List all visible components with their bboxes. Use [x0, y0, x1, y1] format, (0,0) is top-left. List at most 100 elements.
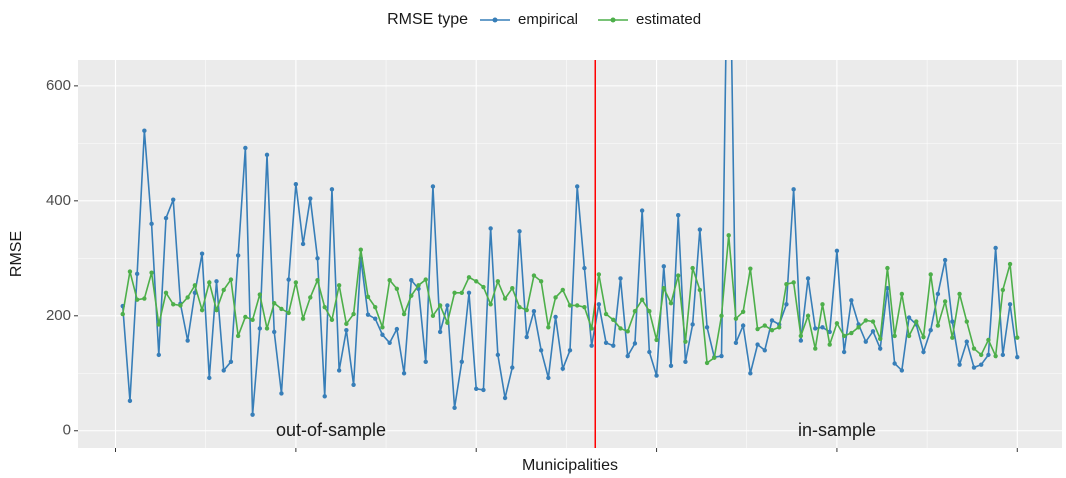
point: [538, 348, 544, 353]
point: [134, 297, 140, 302]
point: [697, 287, 703, 293]
y-tick-label: 200: [46, 307, 71, 324]
point: [387, 277, 392, 283]
point: [950, 319, 955, 324]
point: [726, 233, 731, 238]
point: [272, 329, 277, 335]
panel: [78, 60, 1062, 448]
point: [156, 322, 161, 327]
point: [827, 342, 832, 347]
point: [351, 382, 356, 387]
point: [942, 257, 948, 263]
point: [928, 272, 933, 277]
point: [387, 340, 392, 346]
legend-title: RMSE type: [387, 11, 468, 28]
point: [199, 251, 205, 256]
point: [250, 317, 255, 323]
point: [192, 283, 198, 288]
point: [769, 318, 775, 323]
point: [618, 276, 623, 281]
point: [820, 325, 825, 330]
y-tick-label: 0: [63, 422, 71, 439]
point: [409, 293, 414, 298]
point: [676, 213, 681, 218]
point: [185, 295, 190, 300]
point: [762, 348, 767, 353]
point: [423, 277, 428, 282]
point: [474, 386, 479, 391]
point: [596, 302, 602, 307]
point: [957, 291, 962, 297]
point: [834, 321, 840, 326]
point: [712, 355, 717, 360]
point: [315, 256, 320, 261]
legend-label: empirical: [518, 11, 578, 28]
point: [950, 335, 955, 340]
point: [942, 299, 948, 304]
point: [575, 303, 580, 308]
point: [777, 325, 782, 330]
point: [207, 280, 212, 285]
point: [870, 329, 876, 334]
point: [243, 314, 248, 320]
point: [748, 266, 753, 271]
point: [639, 297, 645, 302]
point: [740, 323, 746, 328]
point: [575, 184, 580, 189]
point: [163, 290, 169, 295]
point: [322, 394, 327, 399]
point: [957, 362, 962, 367]
point: [488, 226, 493, 231]
y-tick-label: 400: [46, 192, 71, 209]
x-axis-title: Municipalities: [522, 457, 618, 474]
point: [250, 412, 255, 417]
point: [394, 286, 400, 291]
point: [474, 279, 479, 284]
point: [272, 300, 277, 306]
point: [351, 311, 356, 317]
point: [878, 336, 883, 341]
point: [683, 339, 688, 344]
point: [560, 287, 565, 293]
point: [142, 296, 147, 301]
point: [308, 295, 313, 300]
point: [279, 306, 284, 312]
legend-key-point: [610, 17, 616, 23]
point: [625, 329, 630, 334]
point: [264, 152, 270, 158]
point: [704, 325, 710, 330]
point: [531, 308, 537, 314]
point: [322, 304, 327, 310]
point: [502, 395, 508, 401]
point: [668, 300, 674, 306]
point: [329, 187, 335, 192]
legend-key-point: [492, 17, 498, 23]
point: [719, 313, 724, 318]
point: [286, 277, 291, 282]
point: [380, 332, 385, 337]
point: [560, 366, 565, 371]
point: [445, 303, 450, 308]
point: [466, 275, 472, 280]
point: [452, 290, 457, 295]
point: [762, 323, 767, 328]
point: [358, 247, 363, 252]
point: [235, 253, 241, 258]
y-tick-label: 600: [46, 77, 71, 94]
point: [553, 295, 558, 300]
point: [589, 343, 594, 348]
point: [214, 279, 219, 284]
point: [524, 307, 529, 313]
point: [329, 317, 335, 323]
point: [344, 327, 349, 333]
point: [1000, 287, 1006, 293]
point: [639, 208, 645, 213]
point: [531, 273, 537, 278]
point: [733, 340, 739, 346]
point: [163, 215, 169, 221]
point: [517, 304, 522, 310]
point: [582, 304, 587, 310]
point: [841, 333, 847, 339]
point: [373, 304, 378, 310]
